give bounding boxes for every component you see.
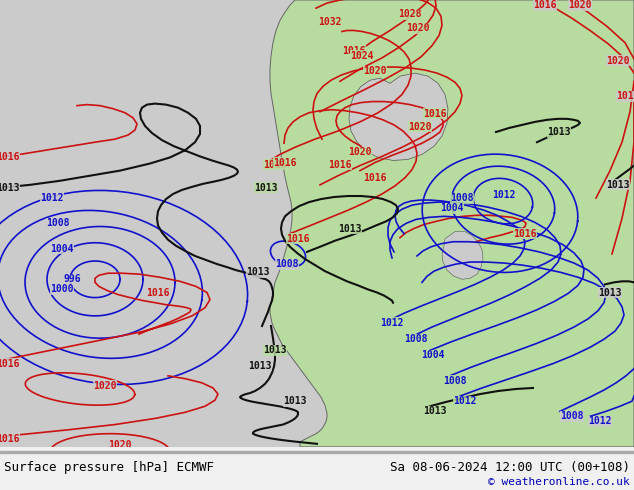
Text: 1013: 1013 [283, 396, 307, 406]
Text: Sa 08-06-2024 12:00 UTC (00+108): Sa 08-06-2024 12:00 UTC (00+108) [390, 462, 630, 474]
Text: 1012: 1012 [380, 318, 404, 328]
Text: 1016: 1016 [263, 160, 287, 170]
Text: 1016: 1016 [286, 234, 310, 244]
Text: 1013: 1013 [606, 180, 630, 190]
Text: 996: 996 [63, 274, 81, 284]
Text: 1013: 1013 [254, 183, 278, 193]
Text: 1013: 1013 [249, 361, 272, 370]
Text: 1004: 1004 [440, 203, 463, 213]
Text: 1020: 1020 [606, 56, 630, 66]
Text: 1016: 1016 [363, 173, 387, 183]
Text: 1012: 1012 [492, 190, 515, 200]
Text: 1032: 1032 [318, 17, 342, 27]
Text: 1016: 1016 [328, 160, 352, 170]
Text: 1020: 1020 [93, 381, 117, 391]
Polygon shape [442, 232, 483, 279]
Text: 1016: 1016 [514, 229, 537, 239]
Text: 1020: 1020 [108, 440, 132, 450]
Text: 1016: 1016 [0, 359, 20, 368]
Text: 1008: 1008 [404, 334, 428, 344]
Text: 1013: 1013 [598, 288, 622, 297]
Text: 1012: 1012 [40, 193, 64, 203]
Text: 1024: 1024 [350, 51, 374, 61]
Text: 1008: 1008 [46, 219, 70, 228]
Text: 1008: 1008 [443, 376, 467, 386]
Text: 1016: 1016 [0, 152, 20, 162]
Text: 1008: 1008 [275, 259, 299, 269]
Text: 1013: 1013 [0, 183, 20, 193]
Text: 1016: 1016 [273, 157, 297, 168]
Text: 1016: 1016 [146, 288, 170, 297]
Text: 1016: 1016 [0, 434, 20, 444]
Text: 1016: 1016 [616, 92, 634, 101]
Text: 1020: 1020 [348, 147, 372, 157]
Text: 1008: 1008 [560, 412, 584, 421]
Text: 1012: 1012 [588, 416, 612, 426]
Text: 1020: 1020 [406, 24, 430, 33]
Text: 1004: 1004 [50, 244, 74, 254]
Text: 1020: 1020 [568, 0, 592, 10]
Text: © weatheronline.co.uk: © weatheronline.co.uk [488, 477, 630, 487]
Text: 1016: 1016 [342, 46, 366, 56]
Text: 1004: 1004 [421, 350, 444, 361]
Text: 1000: 1000 [50, 285, 74, 294]
Text: 1020: 1020 [408, 122, 432, 132]
Text: 1012: 1012 [453, 396, 477, 406]
Text: 1013: 1013 [547, 127, 571, 137]
Text: 1016: 1016 [424, 109, 447, 119]
Text: 1013: 1013 [246, 267, 269, 277]
Polygon shape [349, 73, 448, 160]
Text: 1008: 1008 [450, 193, 474, 203]
Text: 1013: 1013 [424, 406, 447, 416]
Text: 1013: 1013 [339, 223, 362, 234]
Text: Surface pressure [hPa] ECMWF: Surface pressure [hPa] ECMWF [4, 462, 214, 474]
Text: 1013: 1013 [263, 345, 287, 355]
Text: 1028: 1028 [398, 9, 422, 19]
Polygon shape [270, 0, 634, 447]
Bar [0, 451, 634, 453]
Text: 1020: 1020 [363, 66, 387, 76]
Text: 1016: 1016 [533, 0, 557, 10]
